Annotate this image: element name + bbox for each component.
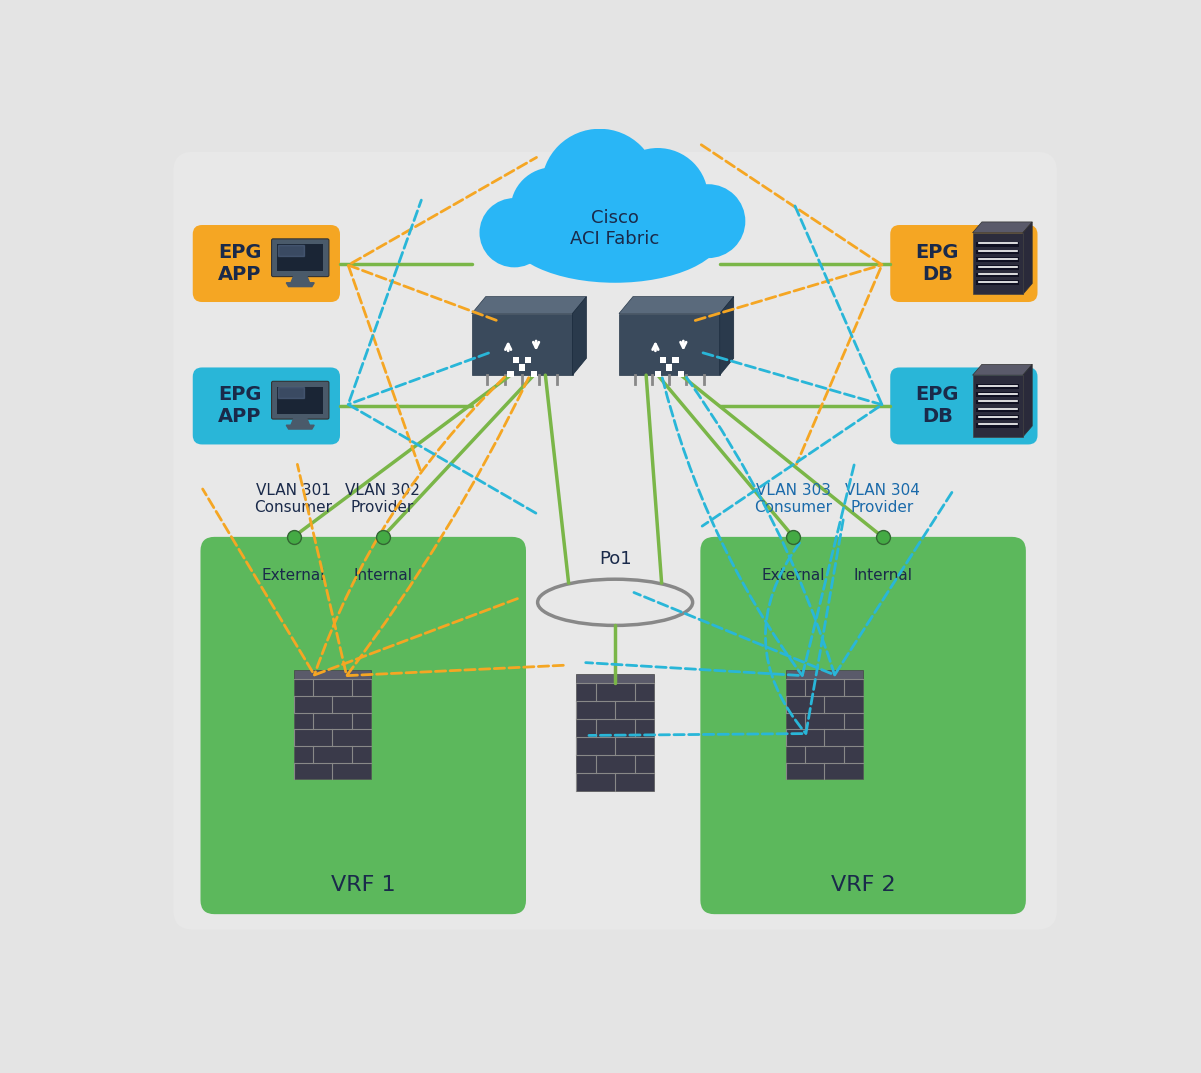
Point (374, 528, 393, 545)
FancyBboxPatch shape (976, 408, 1020, 412)
Text: VLAN 301
Consumer: VLAN 301 Consumer (255, 483, 333, 515)
Text: Po1: Po1 (599, 549, 632, 568)
FancyBboxPatch shape (293, 679, 371, 779)
Polygon shape (973, 222, 1032, 233)
Circle shape (510, 167, 596, 252)
FancyBboxPatch shape (201, 536, 526, 914)
FancyBboxPatch shape (976, 273, 1020, 277)
FancyBboxPatch shape (277, 245, 323, 271)
FancyBboxPatch shape (976, 415, 1020, 420)
FancyBboxPatch shape (785, 670, 864, 679)
FancyBboxPatch shape (976, 258, 1020, 262)
Circle shape (608, 148, 709, 248)
Circle shape (479, 199, 549, 267)
FancyBboxPatch shape (655, 370, 661, 377)
Circle shape (542, 129, 658, 245)
FancyBboxPatch shape (976, 400, 1020, 405)
Text: VLAN 303
Consumer: VLAN 303 Consumer (754, 483, 832, 515)
Polygon shape (1023, 222, 1032, 294)
Polygon shape (291, 275, 310, 283)
FancyBboxPatch shape (976, 384, 1020, 389)
FancyBboxPatch shape (890, 367, 1038, 444)
Text: EPG
APP: EPG APP (219, 242, 262, 284)
Polygon shape (277, 245, 304, 255)
Polygon shape (719, 296, 734, 376)
FancyBboxPatch shape (277, 386, 323, 414)
Text: VLAN 302
Provider: VLAN 302 Provider (345, 483, 420, 515)
FancyBboxPatch shape (519, 365, 525, 370)
Text: Cisco
ACI Fabric: Cisco ACI Fabric (570, 209, 659, 248)
Polygon shape (291, 417, 310, 425)
FancyBboxPatch shape (507, 370, 514, 377)
FancyBboxPatch shape (576, 684, 653, 791)
Text: EPG
DB: EPG DB (915, 385, 960, 426)
FancyBboxPatch shape (973, 233, 1023, 294)
Polygon shape (1023, 365, 1032, 437)
FancyBboxPatch shape (677, 370, 685, 377)
FancyBboxPatch shape (976, 423, 1020, 427)
Polygon shape (277, 387, 304, 398)
Polygon shape (973, 365, 1032, 376)
FancyBboxPatch shape (293, 670, 371, 679)
Text: External: External (262, 568, 325, 583)
Point (873, 528, 892, 545)
FancyBboxPatch shape (576, 674, 653, 684)
Polygon shape (286, 283, 315, 286)
FancyBboxPatch shape (667, 365, 673, 370)
Text: Internal: Internal (853, 568, 912, 583)
Polygon shape (472, 296, 586, 313)
Circle shape (671, 185, 746, 259)
FancyBboxPatch shape (976, 280, 1020, 285)
Polygon shape (286, 425, 315, 429)
FancyBboxPatch shape (976, 392, 1020, 397)
FancyBboxPatch shape (531, 370, 537, 377)
FancyBboxPatch shape (525, 356, 531, 363)
FancyBboxPatch shape (192, 225, 340, 302)
Text: External: External (761, 568, 825, 583)
FancyBboxPatch shape (271, 381, 329, 420)
Text: VLAN 304
Provider: VLAN 304 Provider (846, 483, 920, 515)
FancyBboxPatch shape (192, 367, 340, 444)
FancyBboxPatch shape (619, 313, 719, 376)
FancyBboxPatch shape (785, 679, 864, 779)
FancyBboxPatch shape (173, 152, 1057, 929)
Point (283, 528, 303, 545)
Ellipse shape (507, 182, 724, 283)
FancyBboxPatch shape (700, 536, 1026, 914)
FancyBboxPatch shape (472, 313, 573, 376)
Polygon shape (573, 296, 586, 376)
Point (784, 528, 803, 545)
FancyBboxPatch shape (976, 265, 1020, 269)
Text: VRF 1: VRF 1 (331, 874, 395, 895)
Polygon shape (619, 296, 734, 313)
FancyBboxPatch shape (661, 356, 667, 363)
FancyBboxPatch shape (973, 376, 1023, 437)
Text: EPG
DB: EPG DB (915, 242, 960, 284)
FancyBboxPatch shape (976, 241, 1020, 247)
FancyBboxPatch shape (513, 356, 519, 363)
Text: Internal: Internal (353, 568, 412, 583)
Text: EPG
APP: EPG APP (219, 385, 262, 426)
FancyBboxPatch shape (271, 239, 329, 277)
Text: VRF 2: VRF 2 (831, 874, 896, 895)
FancyBboxPatch shape (890, 225, 1038, 302)
FancyBboxPatch shape (673, 356, 679, 363)
FancyBboxPatch shape (976, 250, 1020, 254)
